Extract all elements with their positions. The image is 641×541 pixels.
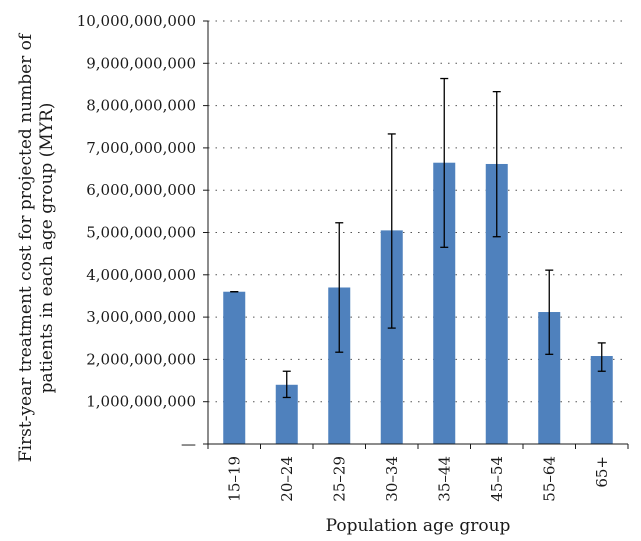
error-bar	[545, 269, 554, 355]
y-axis-title-line2: patients in each age group (MYR)	[37, 103, 57, 394]
y-tick-label: —	[181, 435, 196, 453]
x-axis-title: Population age group	[326, 516, 511, 536]
x-tick-label: 35–44	[435, 456, 453, 502]
bar	[485, 163, 508, 444]
error-bar	[492, 90, 501, 238]
bar	[275, 384, 298, 444]
bar	[433, 162, 456, 444]
error-bar	[282, 370, 291, 399]
bar	[223, 291, 246, 444]
bar	[328, 287, 351, 444]
error-bars	[230, 77, 606, 399]
y-tick-label: 6,000,000,000	[86, 181, 196, 199]
y-tick-label: 2,000,000,000	[86, 350, 196, 368]
x-tick-label: 15–19	[225, 456, 243, 502]
error-bar	[597, 342, 606, 372]
axes	[203, 20, 629, 449]
y-tick-label: 7,000,000,000	[86, 139, 196, 157]
y-tick-label: 1,000,000,000	[86, 393, 196, 411]
bar	[538, 312, 561, 444]
x-tick-label: 65+	[593, 456, 611, 488]
error-bar	[335, 222, 344, 353]
y-tick-label: 8,000,000,000	[86, 97, 196, 115]
y-tick-label: 5,000,000,000	[86, 224, 196, 242]
y-tick-label: 4,000,000,000	[86, 266, 196, 284]
x-tick-label: 45–54	[488, 456, 506, 502]
bars	[223, 162, 613, 444]
y-tick-label: 3,000,000,000	[86, 308, 196, 326]
x-tick-label: 55–64	[540, 456, 558, 502]
bar	[380, 230, 403, 444]
x-tick-label: 25–29	[330, 456, 348, 502]
y-tick-labels: — 1,000,000,000 2,000,000,000 3,000,000,000…	[77, 12, 196, 453]
x-tick-label: 30–34	[383, 456, 401, 502]
y-axis-title-line1: First-year treatment cost for projected …	[16, 32, 36, 462]
bar	[590, 356, 613, 444]
error-bar	[440, 77, 449, 248]
gridlines	[208, 20, 628, 403]
error-bar	[387, 133, 396, 329]
x-tick-label: 20–24	[278, 456, 296, 502]
x-tick-labels: 15–19 20–24 25–29 30–34 35–44 45–54 55–64 65+	[225, 456, 611, 502]
y-tick-label: 9,000,000,000	[86, 54, 196, 72]
y-tick-label: 10,000,000,000	[77, 12, 196, 30]
